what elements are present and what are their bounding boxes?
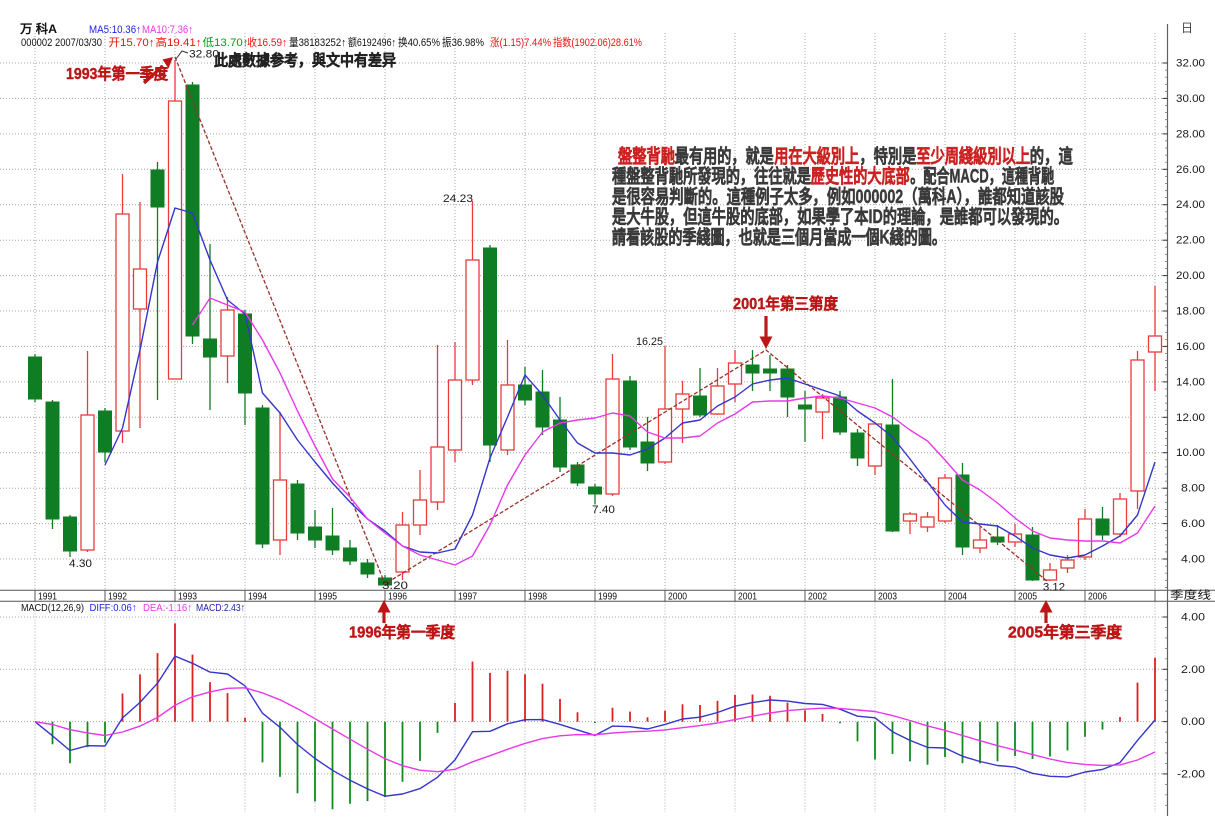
svg-text:用在大級別上: 用在大級別上 (774, 145, 859, 168)
svg-text:2001年第三第度: 2001年第三第度 (733, 294, 838, 313)
svg-text:1992: 1992 (108, 591, 127, 603)
svg-text:4.00: 4.00 (1181, 612, 1205, 624)
svg-text:开15.70↑: 开15.70↑ (109, 37, 155, 49)
svg-text:是大牛股，但這牛股的底部，如果學了本ID的理論，是誰都可以發: 是大牛股，但這牛股的底部，如果學了本ID的理論，是誰都可以發現的。 (612, 205, 1068, 228)
svg-text:2.00: 2.00 (1181, 664, 1205, 676)
svg-text:16.25: 16.25 (636, 336, 663, 348)
svg-text:1993: 1993 (178, 591, 197, 603)
svg-text:2005: 2005 (1018, 591, 1037, 603)
svg-text:4.30: 4.30 (69, 558, 92, 570)
svg-text:8.00: 8.00 (1181, 483, 1205, 495)
svg-text:1991: 1991 (38, 591, 57, 603)
svg-text:最有用的，就是: 最有用的，就是 (675, 145, 774, 168)
svg-text:此處數據参考，與文中有差异: 此處數據参考，與文中有差异 (214, 51, 396, 70)
svg-text:DIFF:0.06↑: DIFF:0.06↑ (90, 602, 137, 614)
svg-text:MA10:7.36↑: MA10:7.36↑ (142, 24, 193, 36)
svg-text:MACD(12,26,9): MACD(12,26,9) (21, 602, 84, 614)
svg-text:20.00: 20.00 (1176, 270, 1205, 282)
svg-text:低13.70↑: 低13.70↑ (203, 36, 249, 49)
svg-text:1997: 1997 (458, 591, 477, 603)
svg-text:16.00: 16.00 (1176, 341, 1205, 353)
svg-text:2000: 2000 (668, 591, 687, 603)
svg-text:振36.98%: 振36.98% (442, 35, 484, 49)
svg-text:1993年第一季度: 1993年第一季度 (66, 64, 168, 83)
svg-text:是很容易判斷的。這種例子太多，例如000002（萬科A），誰: 是很容易判斷的。這種例子太多，例如000002（萬科A），誰都知道該股 (612, 185, 1064, 208)
svg-text:至少周綫級別以上: 至少周綫級別以上 (916, 145, 1030, 168)
svg-text:额6192496↑: 额6192496↑ (348, 36, 396, 49)
svg-text:2006: 2006 (1088, 591, 1107, 603)
svg-text:3.12: 3.12 (1043, 582, 1065, 594)
svg-text:量38183252↑: 量38183252↑ (289, 36, 346, 49)
svg-text:高19.41↑: 高19.41↑ (156, 35, 202, 49)
svg-text:指数(1902.06)28.61%: 指数(1902.06)28.61% (553, 35, 642, 49)
svg-text:6.00: 6.00 (1181, 518, 1205, 530)
svg-text:MA5:10.36↑: MA5:10.36↑ (89, 24, 141, 36)
svg-text:請看該股的季綫圖，也就是三個月當成一個K綫的圖。: 請看該股的季綫圖，也就是三個月當成一個K綫的圖。 (612, 225, 946, 248)
svg-text:盤整背馳: 盤整背馳 (618, 145, 675, 168)
svg-text:万 科A: 万 科A (19, 21, 57, 36)
svg-text:，特別是: ，特別是 (859, 146, 916, 168)
svg-text:的，這: 的，這 (1030, 145, 1073, 168)
svg-text:2003: 2003 (878, 591, 897, 603)
svg-text:1998: 1998 (528, 591, 547, 603)
svg-text:1995: 1995 (318, 591, 337, 603)
svg-text:-2.00: -2.00 (1177, 768, 1205, 780)
svg-text:换40.65%: 换40.65% (398, 35, 440, 49)
svg-text:日: 日 (1181, 21, 1193, 35)
svg-text:24.23: 24.23 (443, 193, 473, 205)
svg-text:2005年第三季度: 2005年第三季度 (1008, 623, 1123, 642)
svg-text:28.00: 28.00 (1176, 128, 1205, 140)
svg-text:18.00: 18.00 (1176, 306, 1205, 318)
svg-text:0.00: 0.00 (1181, 716, 1205, 728)
svg-text:000002 2007/03/30: 000002 2007/03/30 (21, 37, 102, 49)
svg-text:1996: 1996 (388, 591, 407, 603)
svg-text:2004: 2004 (948, 591, 967, 603)
svg-text:7.40: 7.40 (592, 504, 615, 516)
svg-text:32.80: 32.80 (189, 49, 219, 61)
svg-text:26.00: 26.00 (1176, 164, 1205, 176)
svg-text:收16.59↑: 收16.59↑ (247, 35, 287, 49)
svg-text:2001: 2001 (738, 591, 757, 603)
svg-text:14.00: 14.00 (1176, 376, 1205, 388)
svg-text:歷史性的大底部: 歷史性的大底部 (811, 165, 910, 188)
svg-text:涨(1.15)7.44%: 涨(1.15)7.44% (490, 36, 551, 49)
svg-text:22.00: 22.00 (1176, 235, 1205, 247)
svg-text:4.00: 4.00 (1181, 554, 1205, 566)
svg-text:12.00: 12.00 (1176, 412, 1205, 424)
svg-text:30.00: 30.00 (1176, 93, 1205, 105)
svg-text:10.00: 10.00 (1176, 447, 1205, 459)
svg-text:1994: 1994 (248, 591, 267, 603)
svg-text:1999: 1999 (598, 591, 617, 603)
svg-text:季度线: 季度线 (1170, 588, 1211, 602)
svg-text:24.00: 24.00 (1176, 199, 1205, 211)
svg-text:種盤整背馳所發現的，往往就是: 種盤整背馳所發現的，往往就是 (612, 165, 811, 188)
svg-text:32.00: 32.00 (1176, 58, 1205, 70)
svg-text:DEA:-1.16↑: DEA:-1.16↑ (143, 602, 192, 614)
svg-text:MACD:2.43↑: MACD:2.43↑ (196, 602, 245, 614)
svg-text:1996年第一季度: 1996年第一季度 (349, 623, 455, 642)
svg-text:3.20: 3.20 (382, 580, 408, 592)
svg-text:2002: 2002 (808, 591, 827, 603)
svg-text:。配合MACD，這種背馳: 。配合MACD，這種背馳 (910, 165, 1054, 188)
